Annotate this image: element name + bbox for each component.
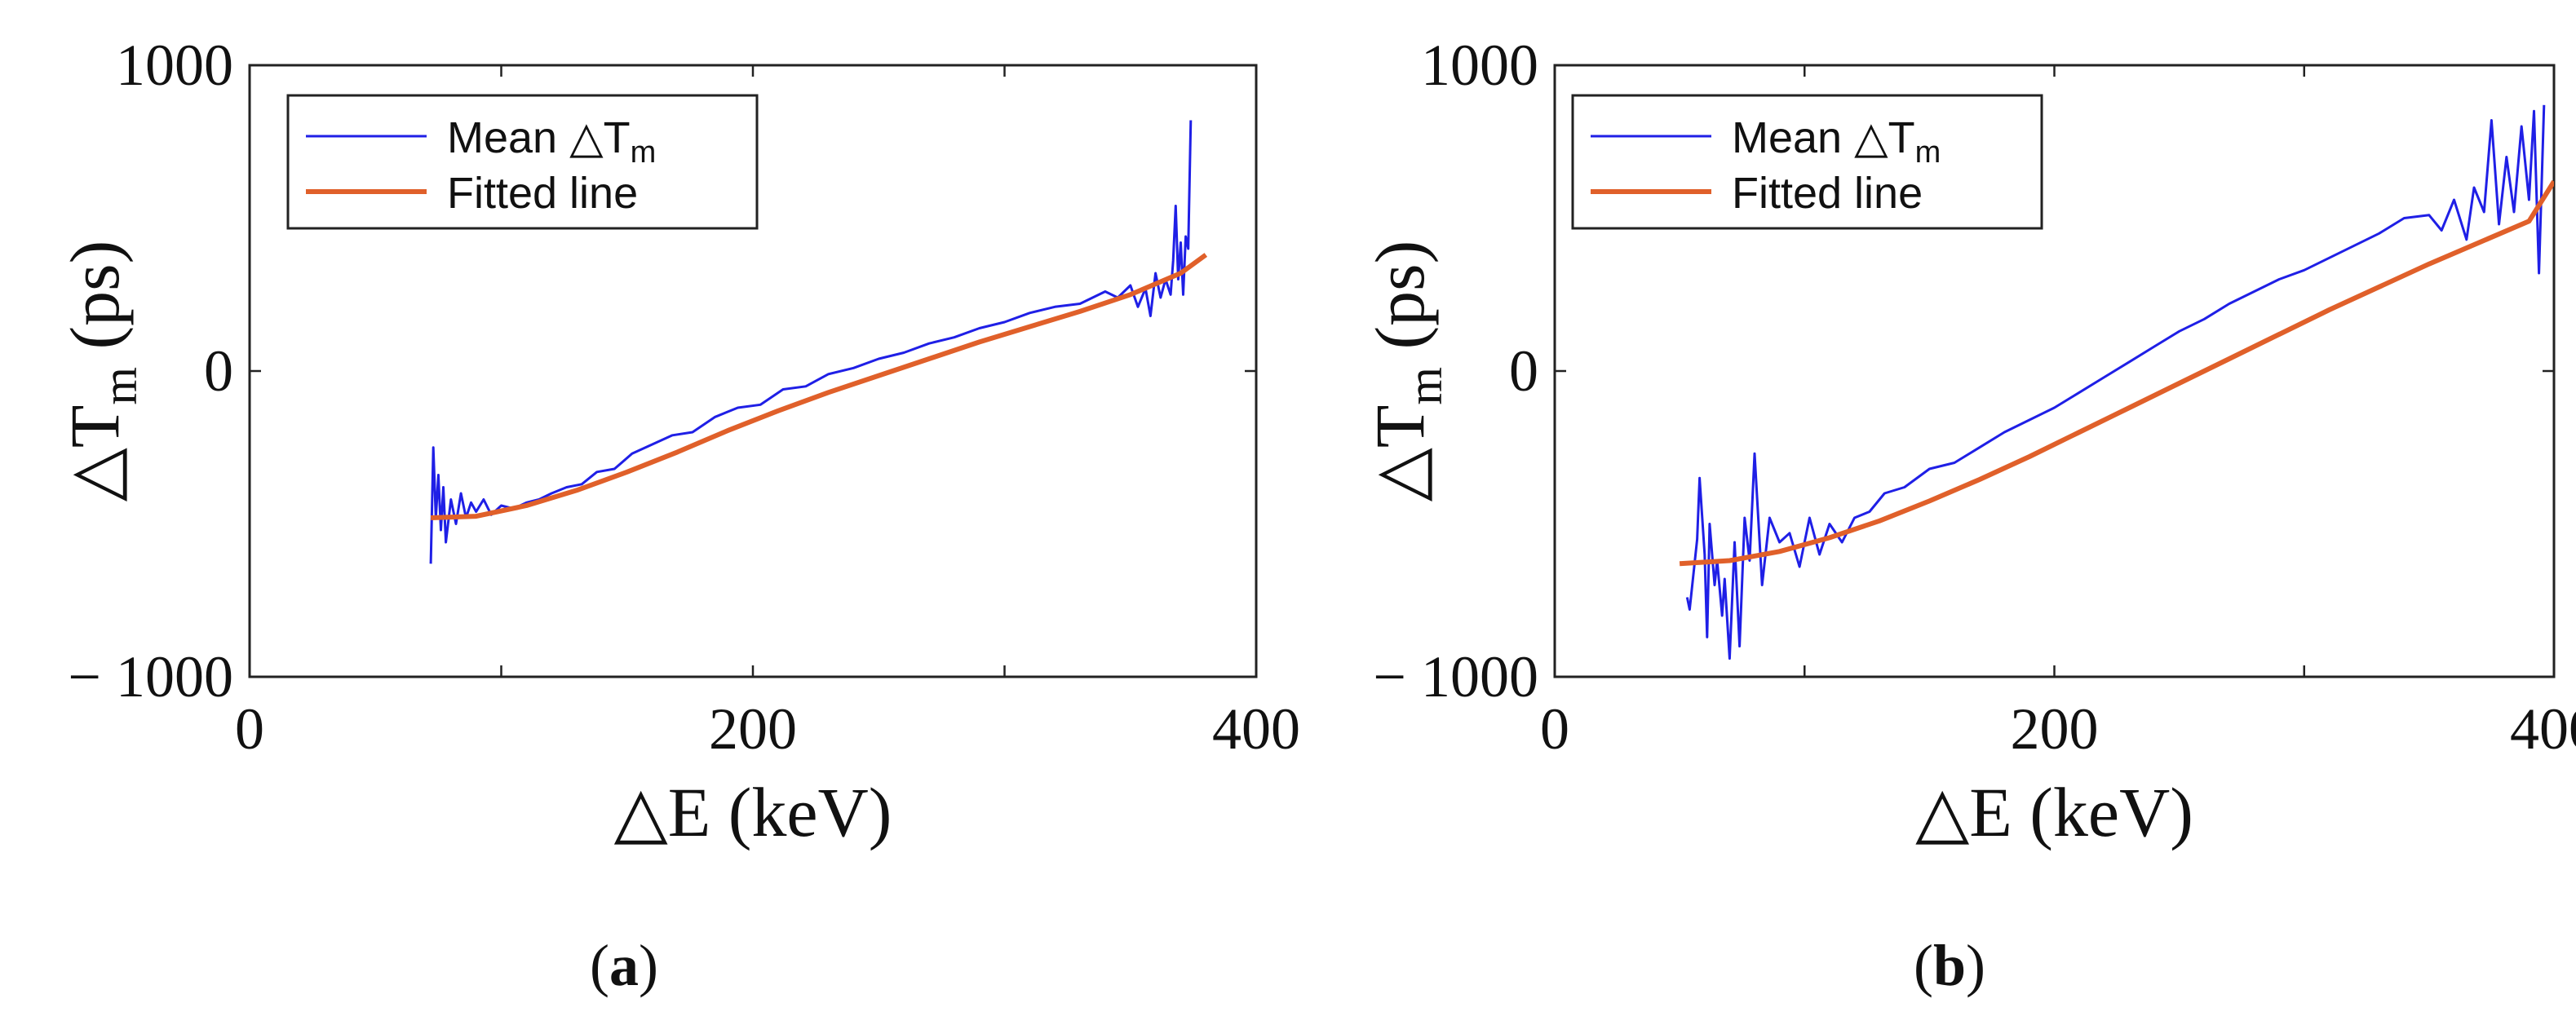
legend-fit-label: Fitted line [447, 169, 638, 218]
y-tick-label: − 1000 [1373, 644, 1538, 709]
x-tick-label: 200 [2011, 696, 2099, 762]
panel-label: (b) [1914, 933, 1985, 998]
y-tick-label: 0 [204, 338, 233, 404]
legend-box [286, 94, 759, 230]
x-axis-title: △E (keV) [614, 773, 892, 851]
mean-series-line [1685, 104, 2546, 660]
y-axis-title: △Tm (ps) [1361, 241, 1452, 502]
fitted-line-series [1679, 179, 2554, 567]
x-tick-label: 200 [709, 696, 797, 762]
y-tick-label: 1000 [116, 33, 233, 98]
y-axis-title: △Tm (ps) [55, 241, 147, 502]
x-tick-label: 400 [2510, 696, 2576, 762]
y-tick-label: 1000 [1421, 33, 1538, 98]
x-axis-title: △E (keV) [1915, 773, 2193, 851]
legend-mean-label: Mean △Tm [447, 113, 656, 170]
panel-label: (a) [590, 933, 658, 998]
x-tick-label: 400 [1212, 696, 1300, 762]
x-tick-label: 0 [1540, 696, 1569, 762]
y-tick-label: − 1000 [68, 644, 233, 709]
legend-fit-label: Fitted line [1732, 169, 1923, 218]
legend-mean-label: Mean △Tm [1732, 113, 1941, 170]
x-tick-label: 0 [235, 696, 264, 762]
legend-box [1571, 94, 2043, 230]
fitted-line-series [430, 253, 1208, 520]
y-tick-label: 0 [1509, 338, 1538, 404]
